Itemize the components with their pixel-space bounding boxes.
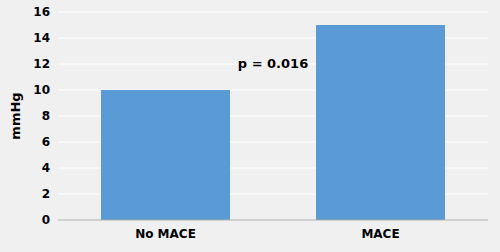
- y-tick-label: 4: [42, 161, 50, 175]
- x-axis-line: [58, 220, 488, 221]
- background: [0, 0, 500, 252]
- x-tick-label: MACE: [361, 227, 399, 241]
- grid-line: [58, 220, 488, 221]
- chart-container: 0 2 4 6 8 10 12 14 16 mmHg No MACE MACE p = 0.016: [0, 0, 500, 252]
- bar: [101, 90, 230, 220]
- chart-svg: 0 2 4 6 8 10 12 14 16 mmHg No MACE MACE p = 0.016: [0, 0, 500, 252]
- y-tick-label: 16: [33, 5, 50, 19]
- x-tick-label: No MACE: [135, 227, 196, 241]
- y-tick-label: 10: [33, 83, 50, 97]
- y-tick-label: 12: [33, 57, 50, 71]
- grid: [58, 12, 488, 220]
- y-tick-label: 6: [42, 135, 50, 149]
- y-tick-label: 8: [42, 109, 50, 123]
- y-axis-label: mmHg: [8, 92, 23, 139]
- y-tick-label: 2: [42, 187, 50, 201]
- bars: [101, 25, 445, 220]
- bar: [316, 25, 445, 220]
- annotation: p = 0.016: [238, 56, 308, 71]
- grid-line: [58, 12, 488, 13]
- y-tick-label: 0: [42, 213, 50, 227]
- y-tick-label: 14: [33, 31, 50, 45]
